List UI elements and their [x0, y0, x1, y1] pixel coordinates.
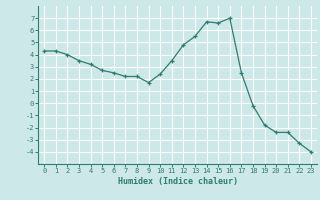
X-axis label: Humidex (Indice chaleur): Humidex (Indice chaleur) — [118, 177, 238, 186]
